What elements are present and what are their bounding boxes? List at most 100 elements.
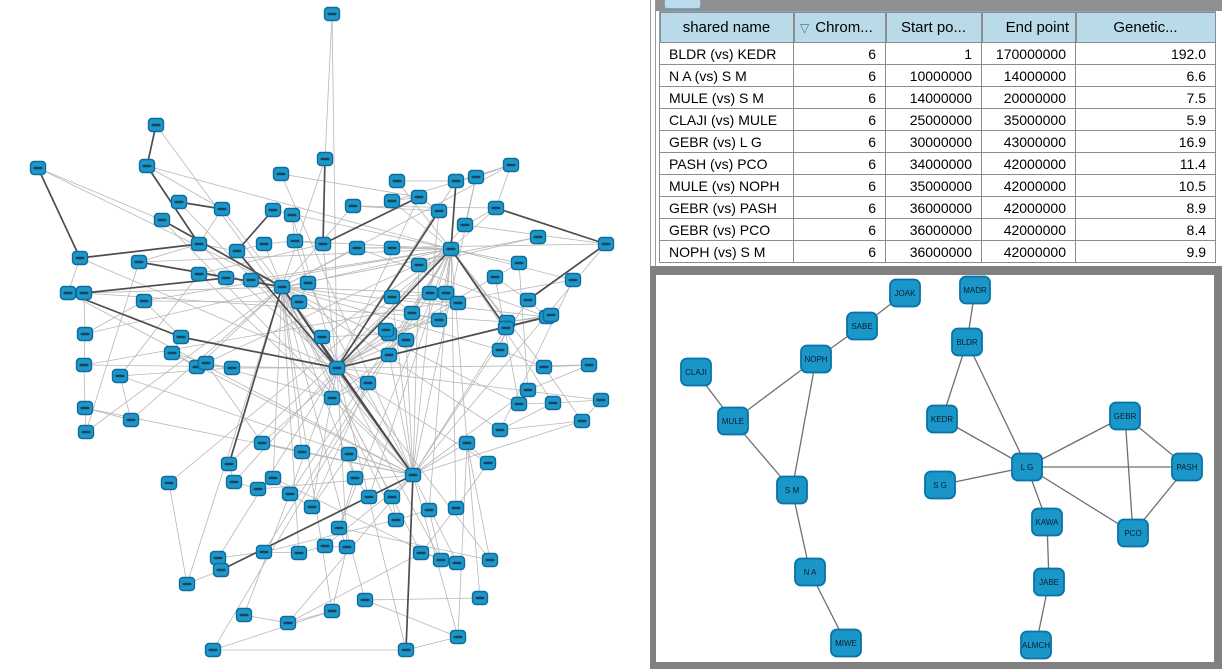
table-cell[interactable]: 35000000 bbox=[885, 174, 982, 197]
network-edge[interactable] bbox=[261, 329, 387, 444]
table-row[interactable]: N A (vs) S M 6 10000000 14000000 6.6 bbox=[659, 64, 1216, 87]
network-edge[interactable] bbox=[198, 243, 324, 275]
network-edge[interactable] bbox=[236, 250, 338, 369]
network-edge[interactable] bbox=[543, 366, 583, 422]
network-edge[interactable] bbox=[236, 250, 414, 476]
network-edge[interactable] bbox=[171, 352, 414, 476]
network-node[interactable] bbox=[197, 355, 215, 371]
network-edge[interactable] bbox=[212, 610, 333, 651]
network-edge[interactable] bbox=[119, 367, 233, 377]
network-node-gebr[interactable]: GEBR bbox=[1109, 401, 1141, 431]
network-node[interactable] bbox=[225, 474, 243, 490]
table-cell[interactable]: 10000000 bbox=[885, 64, 982, 87]
node-box[interactable] bbox=[717, 406, 749, 436]
table-cell[interactable]: 6 bbox=[793, 174, 886, 197]
column-header-end-point[interactable]: End point bbox=[981, 11, 1076, 43]
network-node[interactable] bbox=[135, 293, 153, 309]
network-edge[interactable] bbox=[518, 262, 529, 391]
network-edge[interactable] bbox=[168, 482, 188, 585]
network-edge[interactable] bbox=[280, 173, 420, 198]
network-node-pco[interactable]: PCO bbox=[1117, 518, 1149, 548]
column-header-genetic---[interactable]: Genetic... bbox=[1075, 11, 1216, 43]
network-edge[interactable] bbox=[84, 248, 452, 335]
network-node-bldr[interactable]: BLDR bbox=[951, 327, 983, 357]
network-edge[interactable] bbox=[171, 352, 333, 399]
table-cell[interactable]: 6 bbox=[793, 64, 886, 87]
network-node[interactable] bbox=[420, 502, 438, 518]
network-edge[interactable] bbox=[138, 243, 200, 263]
network-node[interactable] bbox=[190, 236, 208, 252]
table-cell[interactable]: 6 bbox=[793, 152, 886, 175]
network-node-kawa[interactable]: KAWA bbox=[1031, 507, 1063, 537]
network-edge[interactable] bbox=[257, 474, 414, 490]
network-edge[interactable] bbox=[450, 207, 497, 250]
network-node[interactable] bbox=[479, 455, 497, 471]
network-node[interactable] bbox=[519, 292, 537, 308]
network-node[interactable] bbox=[153, 212, 171, 228]
network-node[interactable] bbox=[432, 552, 450, 568]
network-edge[interactable] bbox=[348, 453, 414, 476]
network-edge[interactable] bbox=[499, 402, 554, 431]
network-edge[interactable] bbox=[220, 474, 414, 571]
table-cell[interactable]: N A (vs) S M bbox=[659, 64, 794, 87]
network-node-almch[interactable]: ALMCH bbox=[1020, 630, 1052, 660]
network-edge[interactable] bbox=[450, 248, 545, 368]
network-node[interactable] bbox=[217, 270, 235, 286]
table-row[interactable]: PASH (vs) PCO 6 34000000 42000000 11.4 bbox=[659, 152, 1216, 175]
network-node[interactable] bbox=[75, 285, 93, 301]
network-node[interactable] bbox=[255, 236, 273, 252]
node-box[interactable] bbox=[1171, 452, 1203, 482]
main-network-canvas[interactable] bbox=[0, 0, 650, 669]
network-edge[interactable] bbox=[405, 636, 459, 651]
table-cell[interactable]: 7.5 bbox=[1075, 86, 1216, 109]
network-edge[interactable] bbox=[84, 300, 145, 335]
network-node[interactable] bbox=[542, 307, 560, 323]
network-node[interactable] bbox=[467, 169, 485, 185]
network-node[interactable] bbox=[486, 269, 504, 285]
network-edge[interactable] bbox=[388, 354, 414, 476]
network-edge[interactable] bbox=[527, 364, 590, 391]
network-edge[interactable] bbox=[388, 292, 431, 356]
network-node[interactable] bbox=[172, 329, 190, 345]
network-node-pash[interactable]: PASH bbox=[1171, 452, 1203, 482]
network-node-madr[interactable]: MADR bbox=[959, 275, 991, 305]
network-node[interactable] bbox=[404, 467, 422, 483]
node-box[interactable] bbox=[924, 470, 956, 500]
table-cell[interactable]: GEBR (vs) PASH bbox=[659, 196, 794, 219]
table-cell[interactable]: 8.9 bbox=[1075, 196, 1216, 219]
network-node[interactable] bbox=[383, 489, 401, 505]
network-edge[interactable] bbox=[966, 341, 1028, 468]
table-cell[interactable]: 36000000 bbox=[885, 196, 982, 219]
network-edge[interactable] bbox=[418, 236, 539, 266]
network-edge[interactable] bbox=[457, 442, 468, 638]
network-node[interactable] bbox=[213, 201, 231, 217]
table-cell[interactable]: GEBR (vs) PCO bbox=[659, 218, 794, 241]
table-cell[interactable]: 14000000 bbox=[981, 64, 1076, 87]
network-edge[interactable] bbox=[336, 329, 387, 369]
network-edge[interactable] bbox=[464, 176, 477, 226]
column-header-start-po---[interactable]: Start po... bbox=[885, 11, 982, 43]
network-node[interactable] bbox=[397, 332, 415, 348]
network-node[interactable] bbox=[272, 166, 290, 182]
node-box[interactable] bbox=[1031, 507, 1063, 537]
network-edge[interactable] bbox=[338, 477, 356, 529]
network-node[interactable] bbox=[323, 603, 341, 619]
table-row[interactable]: MULE (vs) NOPH 6 35000000 42000000 10.5 bbox=[659, 174, 1216, 197]
network-node[interactable] bbox=[449, 295, 467, 311]
network-edge[interactable] bbox=[281, 286, 548, 318]
node-box[interactable] bbox=[1033, 567, 1065, 597]
network-node[interactable] bbox=[290, 545, 308, 561]
network-edge[interactable] bbox=[119, 273, 200, 377]
table-cell[interactable]: 170000000 bbox=[981, 42, 1076, 65]
network-edge[interactable] bbox=[438, 248, 452, 321]
network-node[interactable] bbox=[190, 266, 208, 282]
network-edge[interactable] bbox=[263, 519, 397, 553]
network-edge[interactable] bbox=[391, 296, 414, 476]
network-node[interactable] bbox=[430, 312, 448, 328]
network-node-sabe[interactable]: SABE bbox=[846, 311, 878, 341]
network-node[interactable] bbox=[228, 243, 246, 259]
node-box[interactable] bbox=[794, 557, 826, 587]
network-node[interactable] bbox=[283, 207, 301, 223]
network-node-claji[interactable]: CLAJI bbox=[680, 357, 712, 387]
subnetwork-view[interactable]: JOAK SABE NOPH CLAJI MULE S M N A MIWE MADR BLDR K… bbox=[656, 275, 1214, 662]
